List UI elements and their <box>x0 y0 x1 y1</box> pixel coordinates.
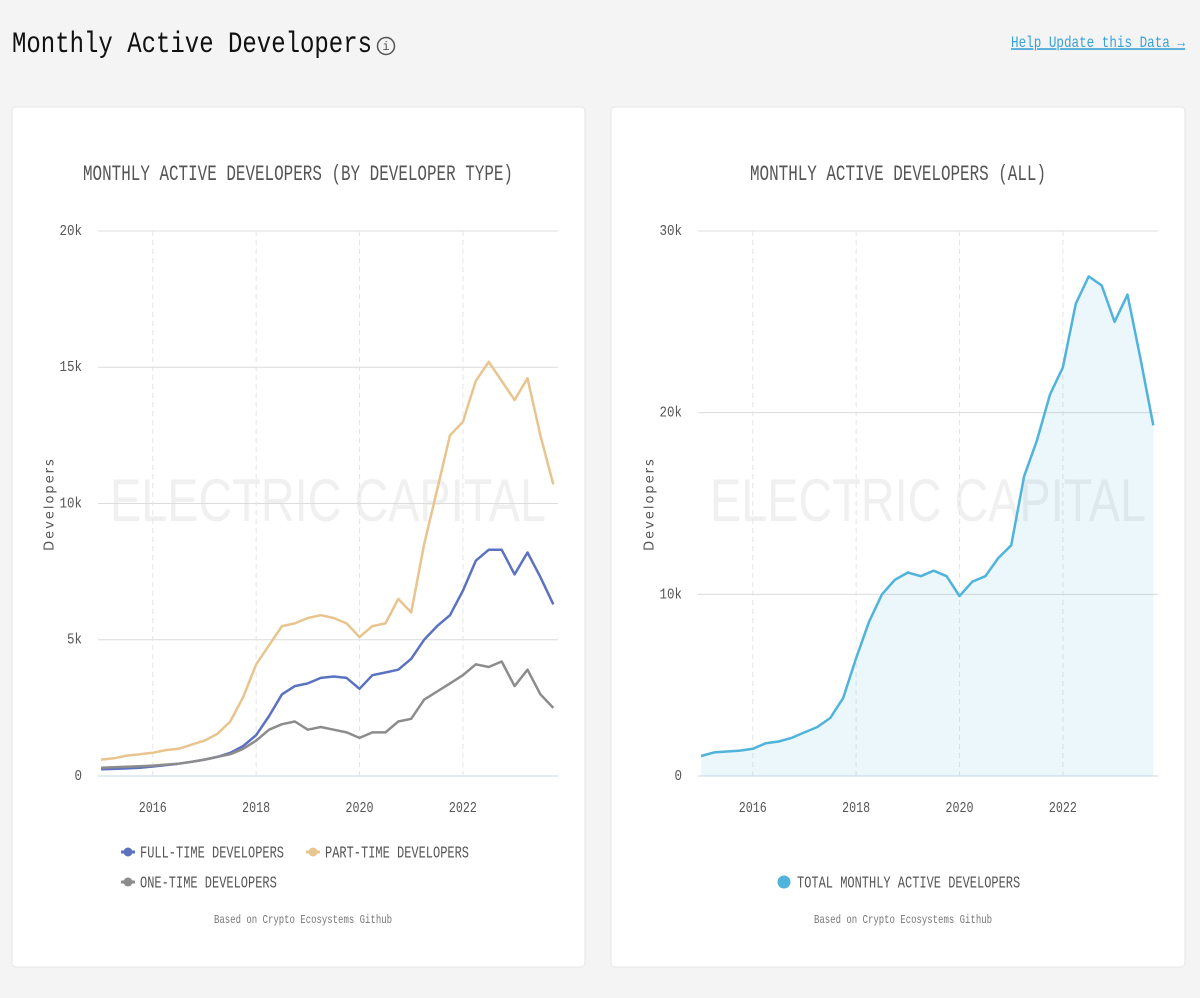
y-tick-label: 0 <box>75 768 83 785</box>
y-tick-label: 15k <box>60 359 83 376</box>
x-tick-label: 2020 <box>346 800 374 817</box>
chart-title: MONTHLY ACTIVE DEVELOPERS (ALL) <box>750 162 1046 187</box>
help-link[interactable]: Help Update this Data → <box>1011 34 1185 52</box>
source-note: Based on Crypto Ecosystems Github <box>814 913 992 927</box>
legend-marker <box>123 847 133 857</box>
y-tick-label: 20k <box>660 405 683 422</box>
watermark: ELECTRIC CAPITAL <box>110 467 546 534</box>
x-tick-label: 2022 <box>1049 800 1077 817</box>
data-line <box>101 660 555 770</box>
y-tick-label: 5k <box>67 632 82 649</box>
info-icon[interactable] <box>376 36 396 56</box>
y-axis-label: Developers <box>643 457 658 551</box>
legend-label: FULL-TIME DEVELOPERS <box>140 844 284 863</box>
info-icon-glyph: i <box>382 40 389 54</box>
chart-card <box>11 106 586 968</box>
x-tick-label: 2018 <box>842 800 870 817</box>
x-tick-label: 2022 <box>449 800 477 817</box>
page-title: Monthly Active Developers <box>12 28 372 62</box>
area-fill <box>701 276 1154 776</box>
data-line <box>700 275 1155 758</box>
legend-label: TOTAL MONTHLY ACTIVE DEVELOPERS <box>797 874 1020 893</box>
x-tick-label: 2020 <box>946 800 974 817</box>
y-tick-label: 30k <box>660 223 683 240</box>
data-line <box>100 360 555 761</box>
legend-marker <box>308 847 318 857</box>
chart-card <box>610 106 1186 968</box>
legend-label: ONE-TIME DEVELOPERS <box>140 874 277 893</box>
x-tick-label: 2016 <box>739 800 767 817</box>
y-tick-label: 10k <box>60 495 83 512</box>
legend-marker <box>777 875 791 889</box>
y-tick-label: 10k <box>660 586 683 603</box>
y-axis-label: Developers <box>43 457 58 551</box>
chart-title: MONTHLY ACTIVE DEVELOPERS (BY DEVELOPER … <box>83 162 513 187</box>
x-tick-label: 2016 <box>139 800 167 817</box>
watermark: ELECTRIC CAPITAL <box>710 467 1146 534</box>
x-tick-label: 2018 <box>242 800 270 817</box>
source-note: Based on Crypto Ecosystems Github <box>214 913 392 927</box>
y-tick-label: 20k <box>60 223 83 240</box>
y-tick-label: 0 <box>675 768 683 785</box>
legend-label: PART-TIME DEVELOPERS <box>325 844 469 863</box>
legend-marker <box>123 877 133 887</box>
